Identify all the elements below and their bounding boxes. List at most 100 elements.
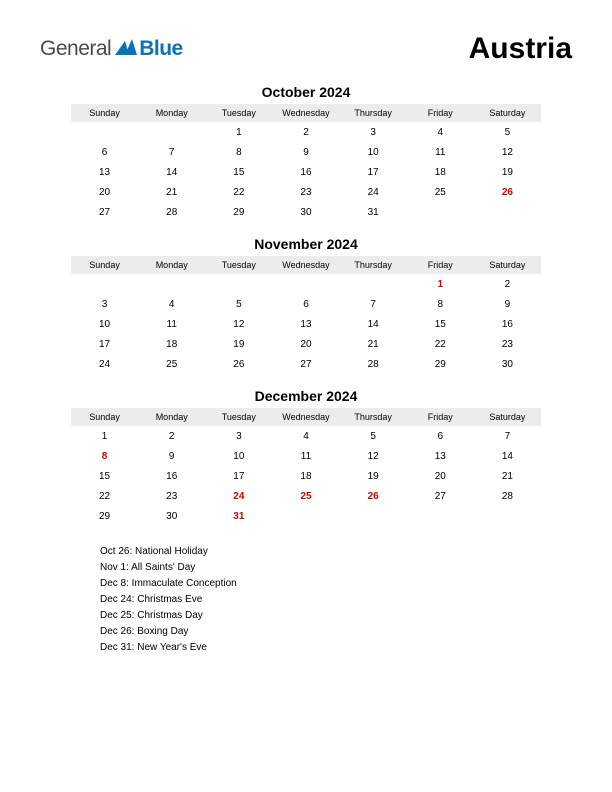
- calendar-cell: 13: [71, 162, 138, 182]
- day-header: Monday: [138, 104, 205, 122]
- day-header: Wednesday: [272, 104, 339, 122]
- calendar-cell: 27: [71, 202, 138, 222]
- calendar-cell: 12: [205, 314, 272, 334]
- country-title: Austria: [469, 32, 572, 66]
- calendar-cell: 9: [272, 142, 339, 162]
- calendar-cell: [71, 274, 138, 294]
- calendar-cell: 25: [407, 182, 474, 202]
- calendar-cell: 26: [205, 354, 272, 374]
- calendar-cell: [138, 274, 205, 294]
- calendar-cell: 27: [407, 486, 474, 506]
- calendar-cell: [340, 274, 407, 294]
- calendar-row: 3456789: [71, 294, 541, 314]
- calendar-cell: 19: [340, 466, 407, 486]
- calendar-cell: 20: [407, 466, 474, 486]
- month-title: November 2024: [71, 236, 541, 252]
- calendar-cell: 30: [272, 202, 339, 222]
- month-title: October 2024: [71, 84, 541, 100]
- calendar-cell: 16: [474, 314, 541, 334]
- calendar-cell: 21: [474, 466, 541, 486]
- day-header: Thursday: [340, 408, 407, 426]
- calendar-cell: 9: [138, 446, 205, 466]
- calendar-cell: 8: [71, 446, 138, 466]
- calendar-cell: 18: [407, 162, 474, 182]
- calendar-cell: [272, 506, 339, 526]
- day-header: Thursday: [340, 256, 407, 274]
- calendar-cell: 5: [205, 294, 272, 314]
- holidays-list: Oct 26: National HolidayNov 1: All Saint…: [100, 544, 572, 656]
- day-header: Tuesday: [205, 104, 272, 122]
- calendar-cell: 6: [71, 142, 138, 162]
- calendar-cell: 29: [71, 506, 138, 526]
- calendar-row: 6789101112: [71, 142, 541, 162]
- calendar-month: December 2024SundayMondayTuesdayWednesda…: [71, 388, 541, 526]
- calendar-cell: 3: [340, 122, 407, 142]
- calendar-cell: 2: [138, 426, 205, 446]
- day-header: Saturday: [474, 256, 541, 274]
- day-header: Wednesday: [272, 408, 339, 426]
- calendar-cell: 3: [71, 294, 138, 314]
- day-header: Sunday: [71, 104, 138, 122]
- day-header: Sunday: [71, 256, 138, 274]
- calendar-cell: 10: [71, 314, 138, 334]
- calendar-cell: 5: [340, 426, 407, 446]
- calendar-cell: 20: [272, 334, 339, 354]
- logo-text-blue: Blue: [139, 37, 183, 61]
- calendar-row: 12: [71, 274, 541, 294]
- calendar-cell: 31: [340, 202, 407, 222]
- logo: General Blue: [40, 37, 183, 61]
- calendar-cell: 3: [205, 426, 272, 446]
- calendar-cell: [474, 202, 541, 222]
- calendar-cell: [272, 274, 339, 294]
- day-header: Friday: [407, 256, 474, 274]
- calendar-cell: 25: [272, 486, 339, 506]
- day-header: Tuesday: [205, 256, 272, 274]
- calendar-cell: [71, 122, 138, 142]
- calendar-cell: 15: [71, 466, 138, 486]
- calendar-cell: 17: [205, 466, 272, 486]
- calendar-cell: 7: [138, 142, 205, 162]
- calendar-cell: [340, 506, 407, 526]
- calendar-cell: 24: [340, 182, 407, 202]
- day-header: Friday: [407, 408, 474, 426]
- holiday-line: Dec 26: Boxing Day: [100, 624, 572, 640]
- calendar-cell: 29: [407, 354, 474, 374]
- calendar-cell: 27: [272, 354, 339, 374]
- day-header: Saturday: [474, 408, 541, 426]
- day-header: Friday: [407, 104, 474, 122]
- calendar-cell: 4: [272, 426, 339, 446]
- calendar-cell: 21: [340, 334, 407, 354]
- calendar-cell: [474, 506, 541, 526]
- calendar-cell: 31: [205, 506, 272, 526]
- logo-text-general: General: [40, 37, 111, 61]
- calendar-cell: 13: [407, 446, 474, 466]
- calendar-cell: 19: [474, 162, 541, 182]
- calendar-row: 10111213141516: [71, 314, 541, 334]
- day-header: Wednesday: [272, 256, 339, 274]
- calendar-cell: 17: [71, 334, 138, 354]
- calendar-cell: [205, 274, 272, 294]
- calendar-cell: [407, 202, 474, 222]
- calendar-cell: 18: [272, 466, 339, 486]
- calendar-cell: 14: [138, 162, 205, 182]
- holiday-line: Dec 25: Christmas Day: [100, 608, 572, 624]
- calendar-month: November 2024 SundayMondayTuesdayWednesda…: [71, 236, 541, 374]
- calendar-cell: 22: [71, 486, 138, 506]
- day-header: Monday: [138, 256, 205, 274]
- calendar-cell: 6: [272, 294, 339, 314]
- header: General Blue Austria: [40, 32, 572, 66]
- calendar-cell: 28: [340, 354, 407, 374]
- calendar-cell: 11: [272, 446, 339, 466]
- calendar-cell: 26: [474, 182, 541, 202]
- calendar-cell: 4: [407, 122, 474, 142]
- day-header: Monday: [138, 408, 205, 426]
- month-title: December 2024: [71, 388, 541, 404]
- calendar-row: 15161718192021: [71, 466, 541, 486]
- calendar-cell: 7: [340, 294, 407, 314]
- calendar-table: SundayMondayTuesdayWednesdayThursdayFrid…: [71, 256, 541, 374]
- calendar-cell: 11: [407, 142, 474, 162]
- calendar-cell: 15: [205, 162, 272, 182]
- holiday-line: Nov 1: All Saints' Day: [100, 560, 572, 576]
- holiday-line: Dec 8: Immaculate Conception: [100, 576, 572, 592]
- calendar-cell: 2: [474, 274, 541, 294]
